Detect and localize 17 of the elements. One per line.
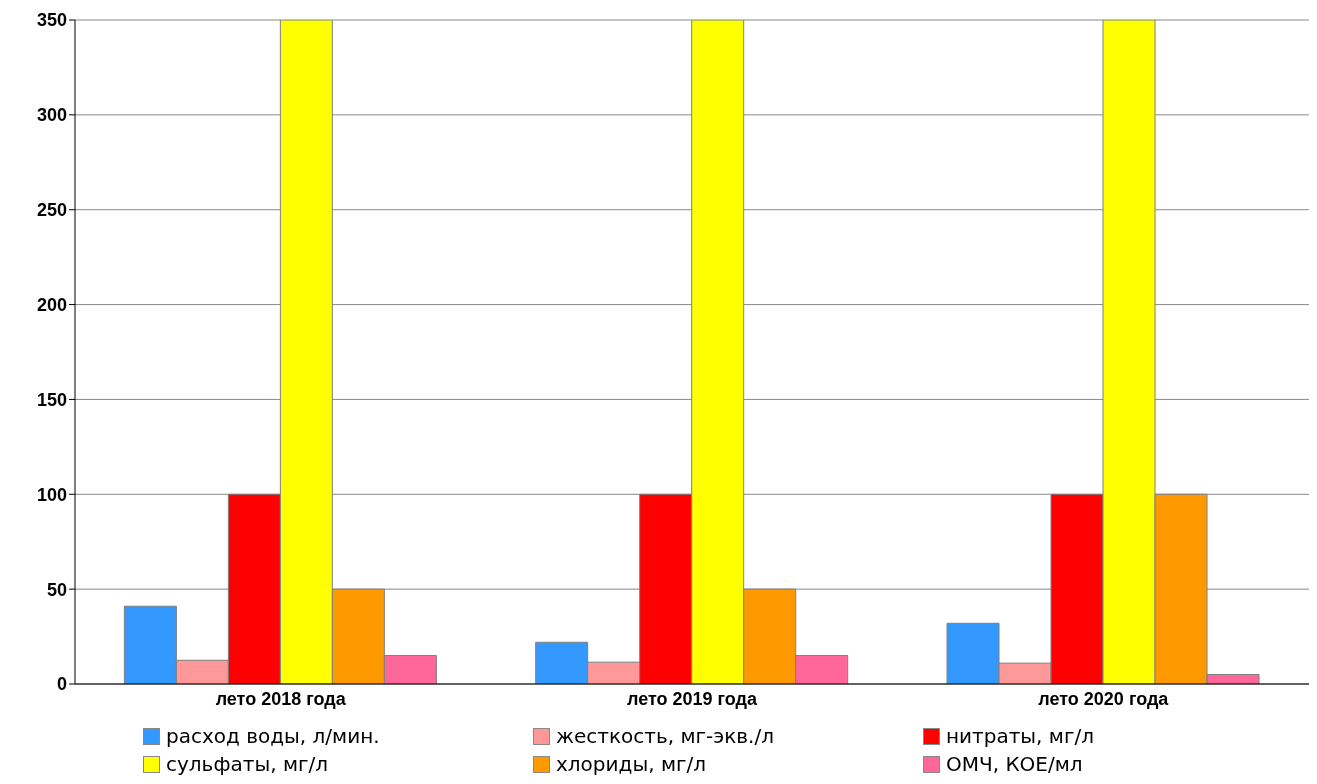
x-tick-label: лето 2019 года [626,688,759,709]
legend-label: сульфаты, мг/л [166,752,329,776]
y-tick-label: 350 [36,10,67,31]
legend-label: хлориды, мг/л [556,752,706,776]
y-tick-label: 0 [56,674,67,695]
y-tick-label: 100 [36,484,67,505]
y-tick-label: 50 [46,579,67,600]
x-tick-label: лето 2020 года [1038,688,1170,709]
x-tick-label: лето 2018 года [215,688,347,709]
legend-label: ОМЧ, КОЕ/мл [946,752,1083,776]
y-tick-label: 150 [36,389,67,410]
y-tick-label: 250 [36,200,67,221]
legend-label: расход воды, л/мин. [166,724,380,748]
y-tick-label: 200 [36,294,67,315]
legend-label: нитраты, мг/л [946,724,1094,748]
y-tick-label: 300 [36,105,67,126]
legend-label: жесткость, мг-экв./л [556,724,774,748]
